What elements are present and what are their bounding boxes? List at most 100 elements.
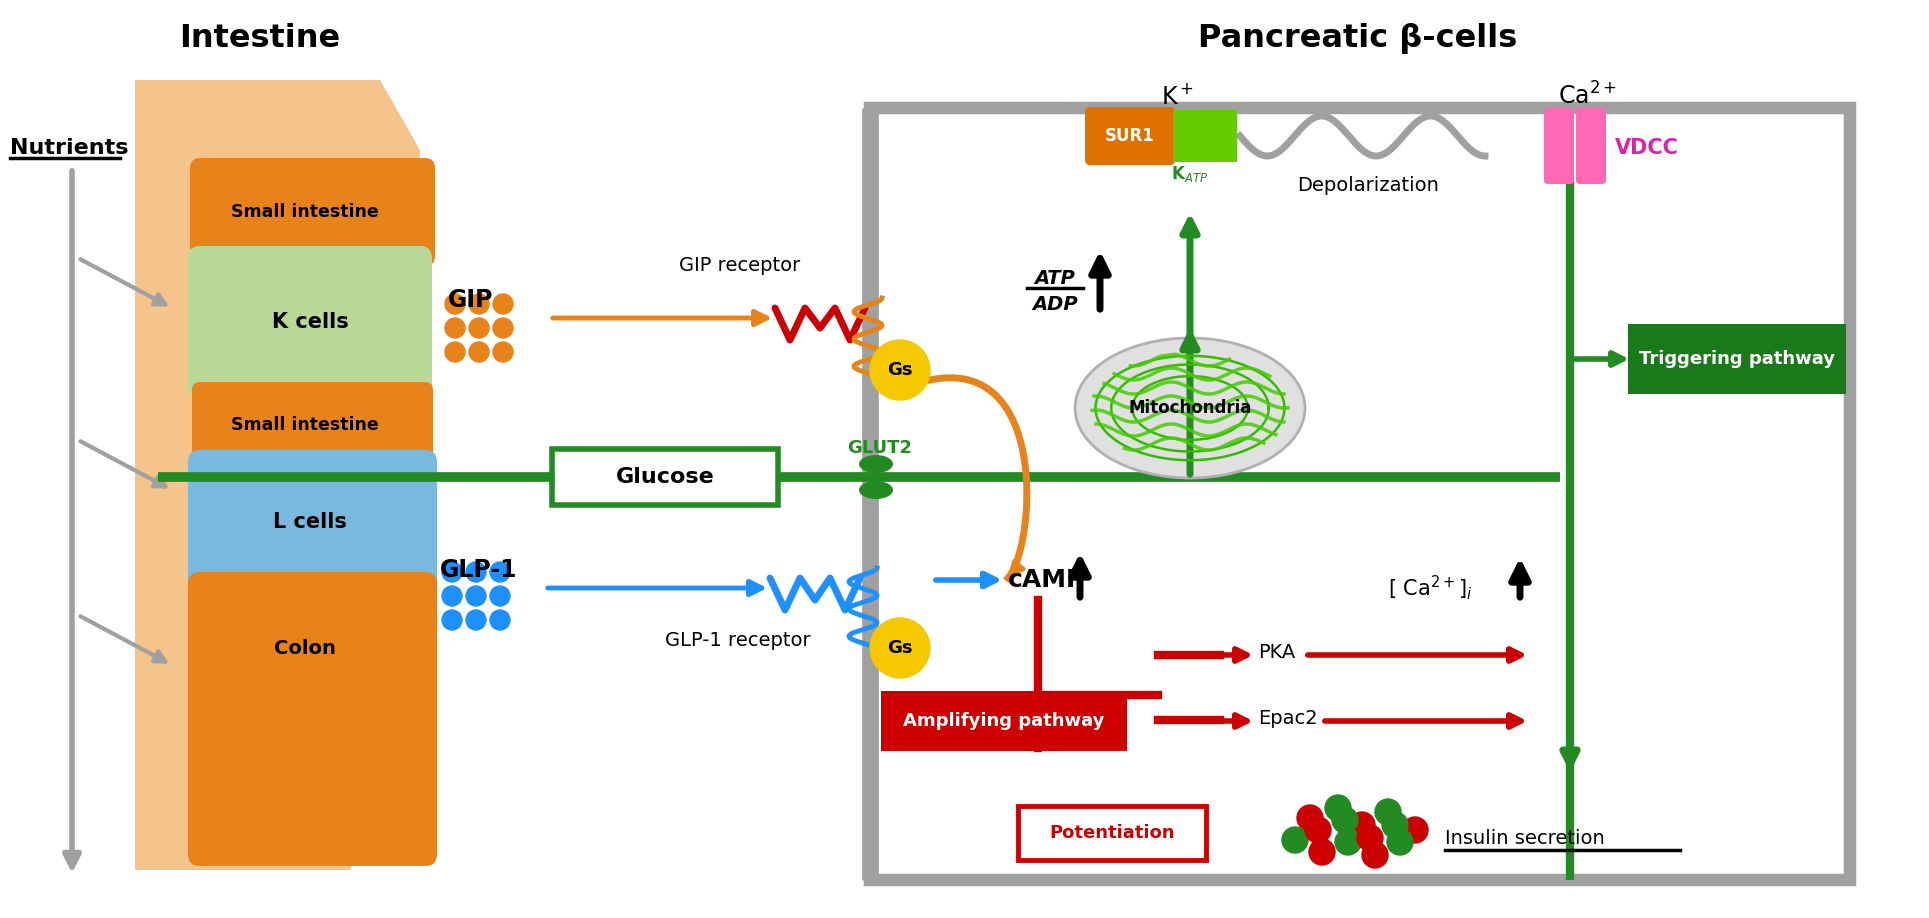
Ellipse shape — [1074, 338, 1306, 478]
Ellipse shape — [384, 467, 413, 493]
Ellipse shape — [384, 694, 413, 720]
Text: K cells: K cells — [272, 312, 349, 332]
Circle shape — [446, 318, 465, 338]
FancyBboxPatch shape — [1576, 108, 1607, 184]
Text: GLP-1: GLP-1 — [440, 558, 517, 582]
Polygon shape — [135, 80, 421, 870]
Circle shape — [1310, 839, 1335, 865]
FancyBboxPatch shape — [193, 382, 432, 468]
Ellipse shape — [384, 527, 413, 553]
Text: Mitochondria: Mitochondria — [1128, 399, 1252, 417]
Circle shape — [490, 562, 509, 582]
Ellipse shape — [384, 729, 413, 755]
Text: Nutrients: Nutrients — [10, 138, 129, 158]
FancyBboxPatch shape — [1628, 324, 1846, 394]
Circle shape — [467, 562, 486, 582]
Circle shape — [870, 340, 930, 400]
Circle shape — [442, 610, 463, 630]
Circle shape — [1348, 812, 1375, 838]
Circle shape — [1296, 805, 1323, 831]
Text: ADP: ADP — [1032, 295, 1078, 314]
Ellipse shape — [384, 659, 413, 685]
Ellipse shape — [384, 799, 413, 825]
FancyBboxPatch shape — [187, 450, 438, 594]
Ellipse shape — [384, 624, 413, 650]
Circle shape — [442, 562, 463, 582]
Text: GIP: GIP — [448, 288, 494, 312]
Circle shape — [467, 586, 486, 606]
Ellipse shape — [382, 294, 409, 320]
Text: Potentiation: Potentiation — [1049, 824, 1175, 842]
FancyBboxPatch shape — [882, 691, 1127, 751]
Circle shape — [494, 318, 513, 338]
Text: Epac2: Epac2 — [1258, 709, 1318, 727]
Circle shape — [1381, 812, 1408, 838]
Text: GLP-1 receptor: GLP-1 receptor — [666, 631, 810, 650]
Text: Gs: Gs — [887, 639, 912, 657]
Circle shape — [494, 342, 513, 362]
Text: Colon: Colon — [274, 639, 336, 657]
FancyBboxPatch shape — [1084, 107, 1175, 165]
Circle shape — [490, 610, 509, 630]
Circle shape — [1306, 817, 1331, 843]
Circle shape — [1375, 799, 1400, 825]
Ellipse shape — [382, 424, 409, 450]
Circle shape — [1335, 829, 1362, 855]
Circle shape — [469, 294, 488, 314]
Ellipse shape — [382, 354, 409, 380]
Text: VDCC: VDCC — [1615, 138, 1678, 158]
Circle shape — [1333, 807, 1358, 833]
Ellipse shape — [378, 175, 411, 205]
Text: Amplifying pathway: Amplifying pathway — [903, 712, 1105, 730]
Text: Ca$^{2+}$: Ca$^{2+}$ — [1559, 83, 1618, 109]
Text: Small intestine: Small intestine — [231, 416, 378, 434]
Ellipse shape — [378, 235, 411, 265]
FancyBboxPatch shape — [552, 449, 777, 505]
Ellipse shape — [382, 324, 409, 350]
Text: Small intestine: Small intestine — [231, 203, 378, 221]
Text: Depolarization: Depolarization — [1296, 175, 1439, 195]
Text: Pancreatic β-cells: Pancreatic β-cells — [1198, 23, 1518, 53]
Circle shape — [1387, 829, 1414, 855]
Text: Glucose: Glucose — [615, 467, 714, 487]
Circle shape — [469, 342, 488, 362]
Text: ATP: ATP — [1034, 268, 1074, 287]
Circle shape — [1356, 825, 1383, 851]
FancyBboxPatch shape — [187, 246, 432, 398]
FancyBboxPatch shape — [1019, 806, 1206, 860]
Text: Triggering pathway: Triggering pathway — [1640, 350, 1834, 368]
Text: K$^+$: K$^+$ — [1161, 84, 1194, 108]
Circle shape — [442, 586, 463, 606]
FancyBboxPatch shape — [1173, 110, 1208, 162]
Circle shape — [446, 294, 465, 314]
Text: cAMP: cAMP — [1009, 568, 1086, 592]
Circle shape — [490, 586, 509, 606]
Text: GLUT2: GLUT2 — [847, 439, 912, 457]
Text: L cells: L cells — [274, 512, 347, 532]
Ellipse shape — [384, 497, 413, 523]
Text: Gs: Gs — [887, 361, 912, 379]
Circle shape — [870, 618, 930, 678]
Text: SUR1: SUR1 — [1105, 127, 1155, 145]
Ellipse shape — [382, 394, 409, 420]
Circle shape — [446, 342, 465, 362]
FancyBboxPatch shape — [1204, 110, 1236, 162]
Text: PKA: PKA — [1258, 643, 1294, 662]
Text: Insulin secretion: Insulin secretion — [1445, 829, 1605, 847]
Ellipse shape — [384, 589, 413, 615]
FancyBboxPatch shape — [1543, 108, 1574, 184]
Ellipse shape — [384, 764, 413, 790]
Circle shape — [1402, 817, 1427, 843]
FancyBboxPatch shape — [187, 572, 438, 866]
Circle shape — [1325, 795, 1350, 821]
Ellipse shape — [378, 205, 411, 235]
Ellipse shape — [382, 264, 409, 290]
Circle shape — [467, 610, 486, 630]
Circle shape — [1283, 827, 1308, 853]
Text: Intestine: Intestine — [179, 23, 341, 53]
Circle shape — [494, 294, 513, 314]
Ellipse shape — [858, 455, 893, 473]
FancyBboxPatch shape — [189, 158, 436, 266]
Text: K$_{ATP}$: K$_{ATP}$ — [1171, 164, 1209, 184]
Circle shape — [469, 318, 488, 338]
